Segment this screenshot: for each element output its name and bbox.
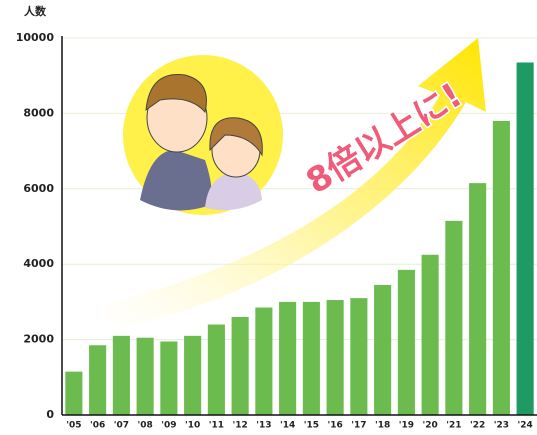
bar (208, 325, 225, 415)
bar (113, 336, 130, 415)
bar (493, 121, 510, 415)
y-axis-label: 人数 (24, 4, 47, 18)
bar (137, 338, 154, 415)
y-tick-label: 2000 (23, 333, 54, 346)
x-tick-label: '06 (90, 421, 105, 431)
x-tick-label: '15 (304, 421, 319, 431)
x-tick-label: '20 (422, 421, 437, 431)
bar (445, 221, 462, 415)
x-tick-label: '12 (232, 421, 247, 431)
x-tick-label: '18 (375, 421, 390, 431)
x-tick-label: '17 (351, 421, 366, 431)
x-tick-label: '24 (517, 421, 532, 431)
x-tick-label: '08 (137, 421, 152, 431)
bar (65, 372, 82, 415)
bar (327, 300, 344, 415)
y-tick-label: 10000 (16, 31, 55, 44)
x-tick-label: '22 (470, 421, 485, 431)
x-tick-label: '19 (399, 421, 414, 431)
chart: 人数 8倍以上に! 0200040006000800010000'05'06'0… (0, 0, 537, 435)
x-tick-label: '10 (185, 421, 200, 431)
bar (303, 302, 320, 415)
y-tick-label: 6000 (23, 182, 54, 195)
bar (89, 345, 106, 415)
bar (422, 255, 439, 415)
bar (350, 298, 367, 415)
y-tick-label: 8000 (23, 106, 54, 119)
x-tick-label: '09 (161, 421, 176, 431)
bar (255, 308, 272, 415)
bar (469, 183, 486, 415)
y-tick-label: 0 (46, 408, 54, 421)
bar (398, 270, 415, 415)
bar (374, 285, 391, 415)
page: 人数 8倍以上に! 0200040006000800010000'05'06'0… (0, 0, 537, 435)
bar (232, 317, 249, 415)
bar (279, 302, 296, 415)
x-tick-label: '13 (256, 421, 271, 431)
x-tick-label: '16 (327, 421, 342, 431)
x-tick-label: '23 (494, 421, 509, 431)
x-tick-label: '05 (66, 421, 81, 431)
x-tick-label: '14 (280, 421, 295, 431)
y-tick-label: 4000 (23, 257, 54, 270)
illustration (123, 55, 283, 215)
x-tick-label: '21 (446, 421, 461, 431)
x-tick-label: '11 (209, 421, 224, 431)
bar (184, 336, 201, 415)
bar (160, 341, 177, 415)
x-tick-label: '07 (114, 421, 129, 431)
bar (517, 63, 534, 415)
